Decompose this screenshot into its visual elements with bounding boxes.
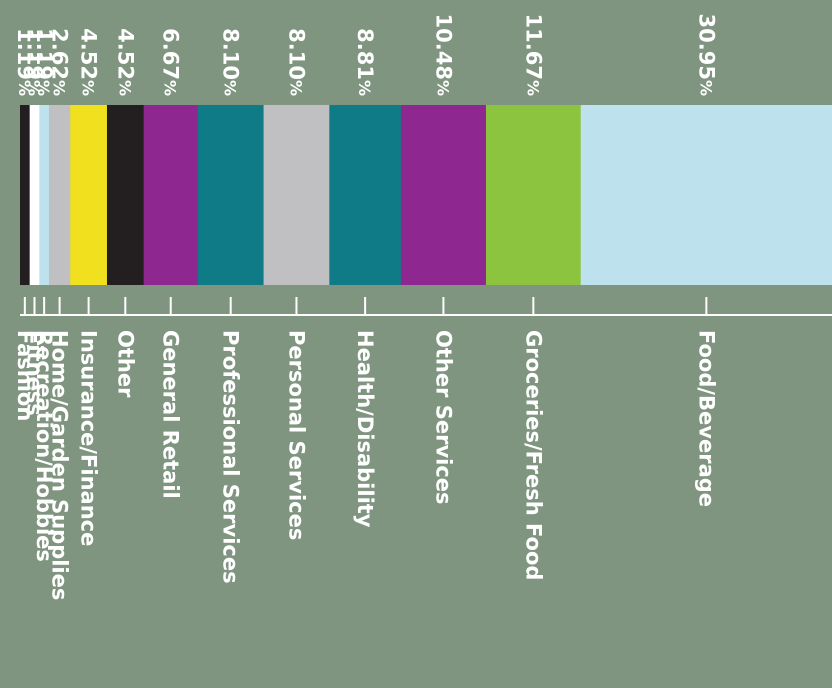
category-label-health-disability: Health/Disability [353,330,377,528]
value-labels: 1.19%1.19%1.19%2.62%4.52%4.52%6.67%8.10%… [13,14,719,96]
bar-segment-professional-services [197,105,265,285]
bar-segment-fitness [29,105,40,285]
bar-segment-recreation-hobbies [39,105,50,285]
bar-segment-groceries-fresh-food [485,105,582,285]
category-label-other: Other [113,330,137,398]
axis-ticks [23,297,708,315]
category-label-groceries-fresh-food: Groceries/Fresh Food [521,330,545,580]
category-label-fashion: Fashion [13,330,37,421]
value-label-food-beverage: 30.95% [694,14,718,96]
bar-segment-health-disability [329,105,402,285]
category-label-home-garden-supplies: Home/Garden Supplies [48,330,72,600]
value-label-groceries-fresh-food: 11.67% [521,14,545,96]
bar-segment-other-services [400,105,487,285]
value-label-fitness: 1.19% [22,28,46,96]
bar-segment-food-beverage [580,105,832,285]
category-label-recreation-hobbies: Recreation/Hobbies [32,330,56,562]
category-label-insurance-finance: Insurance/Finance [77,330,101,546]
bar-segment-insurance-finance [70,105,108,285]
bar-segment-fashion [20,105,31,285]
category-label-professional-services: Professional Services [219,330,243,584]
category-label-food-beverage: Food/Beverage [694,330,718,507]
value-label-general-retail: 6.67% [159,28,183,96]
value-label-professional-services: 8.10% [219,28,243,96]
bar-segments [20,105,832,285]
bar-segment-general-retail [143,105,199,285]
value-label-home-garden-supplies: 2.62% [48,28,72,96]
value-label-health-disability: 8.81% [353,28,377,96]
value-label-insurance-finance: 4.52% [77,28,101,96]
value-label-other-services: 10.48% [431,14,455,96]
value-label-other: 4.52% [113,28,137,96]
bar-segment-personal-services [263,105,330,285]
value-label-personal-services: 8.10% [284,28,308,96]
value-label-fashion: 1.19% [13,28,37,96]
category-label-personal-services: Personal Services [284,330,308,540]
category-label-fitness: Fitness [22,330,46,416]
bar-segment-other [106,105,145,285]
category-label-general-retail: General Retail [159,330,183,499]
value-label-recreation-hobbies: 1.19% [32,28,56,96]
category-labels: FashionFitnessRecreation/HobbiesHome/Gar… [13,330,719,600]
category-label-other-services: Other Services [431,330,455,505]
bar-segment-home-garden-supplies [48,105,71,285]
